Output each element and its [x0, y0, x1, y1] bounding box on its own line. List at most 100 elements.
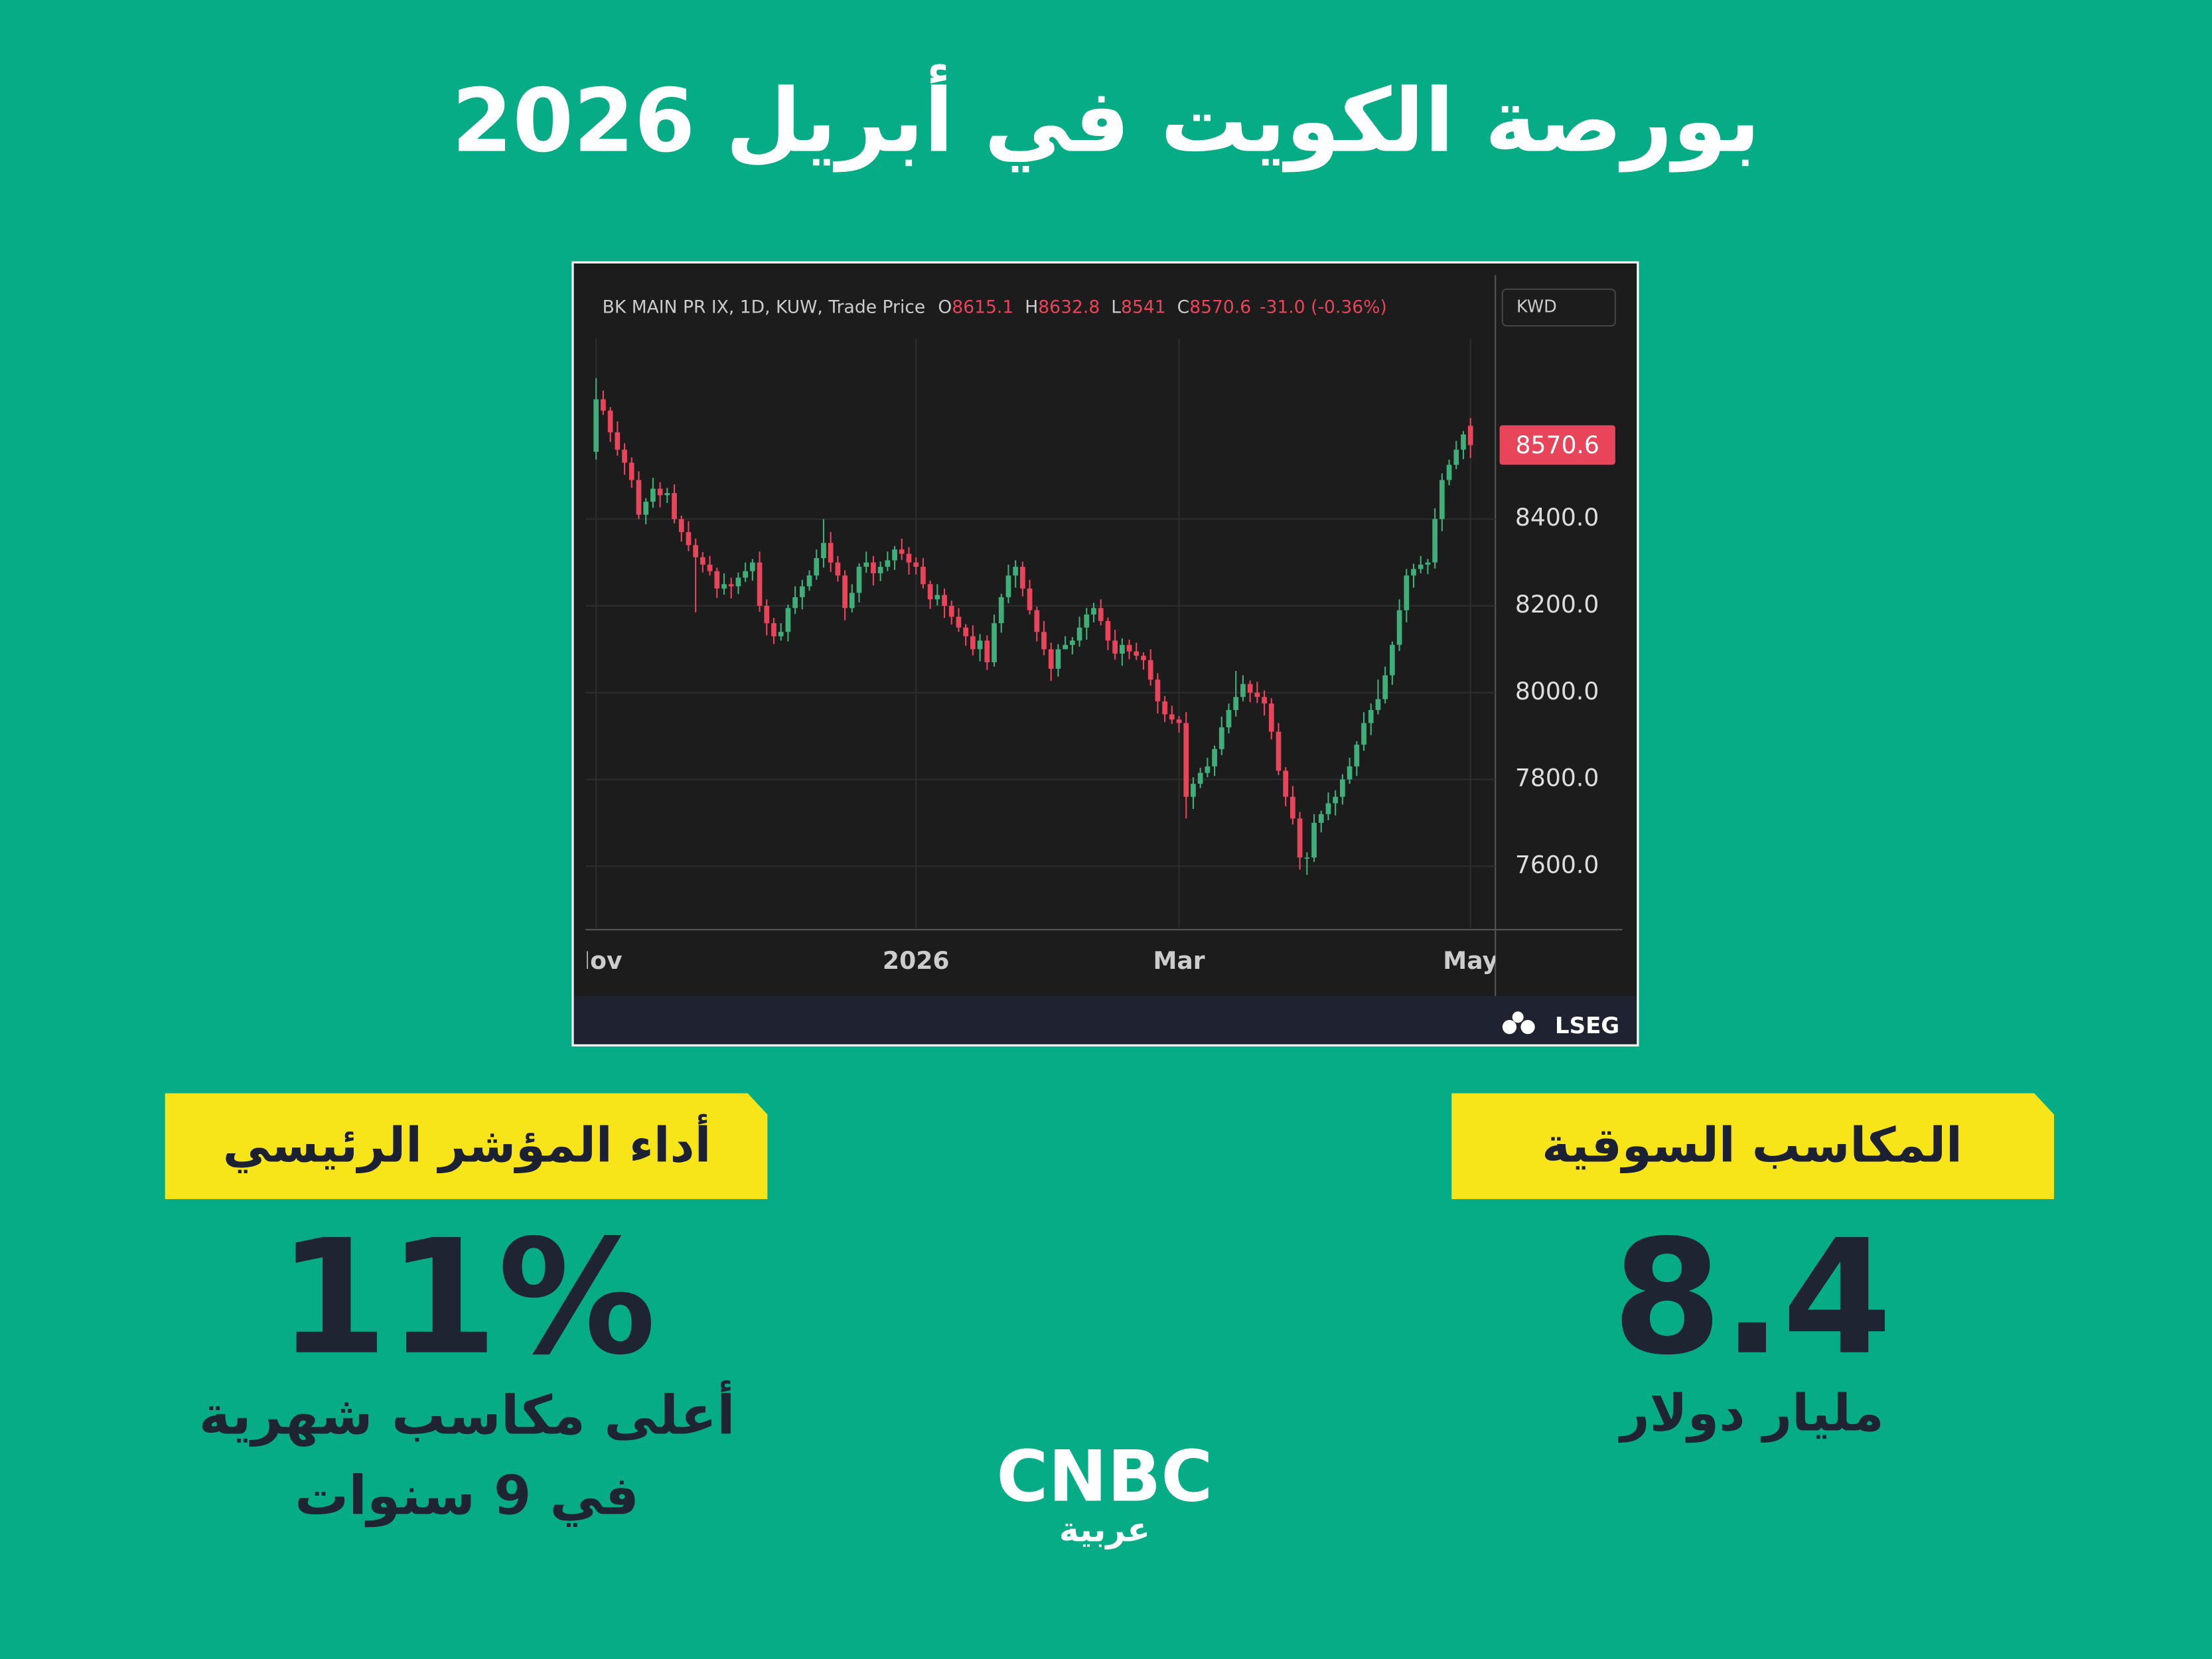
candle-body: [1390, 644, 1395, 676]
candle-body: [1283, 770, 1289, 797]
candle-body: [849, 593, 855, 609]
candle-body: [764, 605, 770, 624]
legend-item: -31.0 (-0.36%): [1260, 297, 1387, 317]
candle-body: [1304, 857, 1310, 859]
candle-body: [672, 492, 677, 520]
left-note: أعلى مكاسب شهرية: [198, 1380, 735, 1447]
candle-body: [1205, 766, 1211, 773]
candle-body: [622, 449, 627, 463]
candle-body: [1147, 660, 1153, 680]
candle-body: [799, 586, 805, 597]
last-price-box: [1499, 425, 1615, 465]
candle-body: [743, 571, 748, 578]
candle-body: [1162, 701, 1167, 715]
candle-body: [899, 549, 905, 554]
candle-body: [1240, 684, 1246, 697]
candle-body: [934, 595, 940, 600]
candle-body: [735, 577, 741, 587]
candle-body: [700, 557, 705, 565]
candle-body: [1262, 697, 1267, 704]
candle-body: [1183, 723, 1189, 797]
candle-body: [678, 519, 684, 532]
candle-body: [749, 562, 755, 571]
candle-body: [1276, 731, 1282, 771]
candle-body: [1318, 814, 1324, 823]
y-tick-label: 7800.0: [1515, 764, 1599, 792]
logo-brand: CNBC: [996, 1435, 1213, 1518]
left-note: في 9 سنوات: [295, 1465, 639, 1528]
candle-body: [1197, 772, 1203, 784]
legend-item: O: [938, 297, 952, 317]
candle-body: [921, 567, 926, 585]
candle-body: [956, 616, 962, 628]
candle-body: [771, 623, 776, 636]
candle-body: [1084, 614, 1090, 628]
candle-body: [707, 564, 713, 571]
page-title: بورصة الكويت في أبريل 2026: [452, 64, 1761, 173]
candle-body: [1361, 723, 1366, 745]
candle-body: [1027, 588, 1033, 611]
candle-body: [714, 571, 720, 589]
candle-body: [1076, 627, 1082, 641]
candle-body: [643, 502, 649, 515]
candle-body: [970, 636, 976, 650]
candle-body: [871, 562, 876, 573]
candle-body: [1368, 709, 1374, 723]
right-value: 8.4: [1612, 1206, 1892, 1390]
candle-body: [856, 567, 862, 593]
candle-body: [1247, 684, 1253, 693]
candle-body: [1382, 675, 1388, 699]
candle-body: [1055, 649, 1061, 669]
candle-body: [601, 399, 606, 411]
candle-body: [835, 562, 841, 576]
x-tick-label: 2026: [883, 946, 950, 975]
candle-body: [1226, 709, 1232, 728]
candle-body: [1347, 766, 1353, 780]
chart-frame: [571, 261, 1639, 1046]
x-tick-label: Nov: [570, 946, 623, 975]
candle-body: [1375, 699, 1381, 710]
legend-item: 8541: [1121, 297, 1166, 317]
candle-body: [1091, 608, 1096, 615]
candle-body: [1333, 796, 1339, 804]
candle-body: [1126, 644, 1132, 652]
chart-footer: [574, 995, 1637, 1045]
candle-body: [892, 549, 897, 561]
candle-body: [1268, 703, 1274, 732]
candle-body: [1311, 822, 1317, 858]
currency-box: [1501, 288, 1616, 327]
candle-body: [1396, 610, 1402, 645]
candle-body: [1212, 749, 1217, 766]
candle-body: [963, 627, 969, 636]
last-price-label: 8570.6: [1516, 431, 1599, 459]
legend-item: BK MAIN PR IX, 1D, KUW, Trade Price: [603, 297, 926, 317]
candle-body: [1098, 608, 1104, 621]
candle-body: [942, 595, 947, 606]
candle-body: [1176, 719, 1182, 723]
candle-body: [1155, 680, 1161, 701]
candle-body: [664, 492, 670, 496]
candle-body: [863, 562, 869, 567]
source-logo: [1502, 1011, 1535, 1035]
candle-body: [1446, 465, 1452, 480]
legend-item: C: [1177, 297, 1190, 317]
candle-body: [1169, 714, 1175, 720]
candle-body: [885, 560, 891, 567]
left-label-box: [165, 1093, 768, 1199]
candle-body: [1063, 644, 1069, 650]
candle-body: [1134, 651, 1140, 656]
candle-body: [1439, 480, 1445, 520]
x-tick-label: May: [1443, 946, 1498, 975]
legend-item: 8615.1: [952, 297, 1013, 317]
candle-body: [984, 640, 990, 662]
right-label-box: [1451, 1093, 2054, 1199]
legend-item: 8632.8: [1038, 297, 1100, 317]
candle-body: [593, 399, 599, 452]
candle-body: [1418, 564, 1424, 569]
candle-body: [842, 575, 848, 609]
candle-body: [927, 584, 933, 600]
candle-body: [686, 532, 692, 545]
